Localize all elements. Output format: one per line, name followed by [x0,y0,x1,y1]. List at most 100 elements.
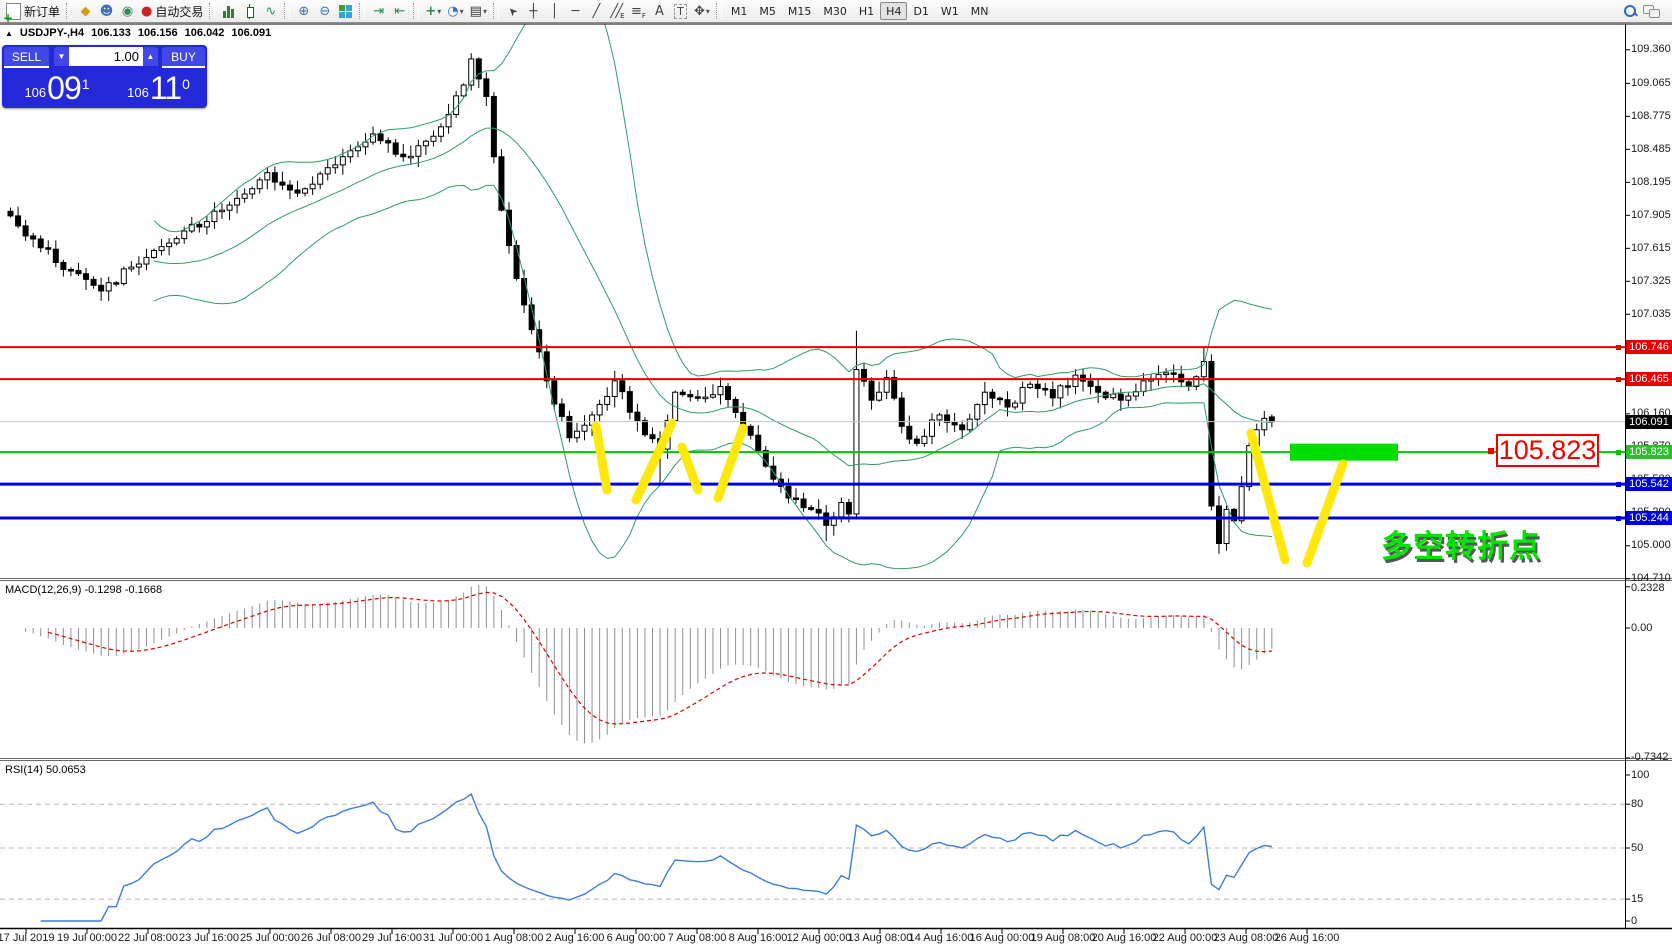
toolbar-grip [359,3,366,19]
horizontal-line-tool-button[interactable]: ─ [565,1,586,21]
indicators-button[interactable]: + ▾ [422,1,444,21]
auto-scroll-icon: ⇥ [373,3,385,19]
trendline-tool-button[interactable]: ╱ [586,1,607,21]
auto-scroll-button[interactable]: ⇥ [368,1,389,21]
volume-input[interactable] [69,47,143,66]
volume-increase-button[interactable]: ▲ [143,47,158,66]
bid-price-button[interactable]: 106 09 1 [4,68,110,106]
timeframe-m5-button[interactable]: M5 [753,2,782,20]
date-axis-label: 23 Aug 08:00 [1213,932,1279,944]
auto-trading-button[interactable]: ● 自动交易 [138,1,206,21]
zoom-in-button[interactable]: ⊕ [293,1,314,21]
price-axis-tick: 104.710 [1631,572,1671,585]
cursor-tool-button[interactable]: ➤ [502,1,523,21]
vertical-line-icon: │ [550,3,559,19]
fibonacci-sub-label: F [641,12,646,20]
template-icon: ▤ [469,3,482,19]
chart-shift-button[interactable]: ⇤ [389,1,410,21]
macd-axis-tick: 0.00 [1631,621,1653,634]
symbol-info-line: ▲ USDJPY-,H4 106.133 106.156 106.042 106… [5,27,271,39]
zoom-out-button[interactable]: ⊖ [314,1,335,21]
timeframe-h1-button[interactable]: H1 [853,2,880,20]
cursor-icon: ➤ [504,3,521,19]
date-axis-label: 7 Aug 08:00 [667,932,727,944]
timeframe-m15-button[interactable]: M15 [782,2,818,20]
bar-open-value: 106.133 [91,27,131,39]
date-axis-label: 22 Aug 00:00 [1152,932,1218,944]
trendline-icon: ╱ [592,3,601,19]
date-axis-label: 1 Aug 08:00 [484,932,544,944]
macd-axis-tick: -0.7342 [1631,751,1669,764]
ask-pip-digit: 0 [182,76,190,92]
bar-low-value: 106.042 [184,27,225,39]
date-axis-label: 19 Jul 00:00 [57,932,117,944]
sell-button[interactable]: SELL [4,47,49,68]
bid-pip-digit: 1 [81,76,90,92]
search-button[interactable] [1619,1,1640,21]
collapse-panel-icon[interactable]: ▲ [5,28,13,38]
buy-button[interactable]: BUY [162,47,205,68]
timeframe-m30-button[interactable]: M30 [817,2,853,20]
gold-arrow-icon: ◆ [80,3,91,19]
horizontal-line-icon: ─ [571,3,580,19]
macd-caption: MACD(12,26,9) -0.1298 -0.1668 [5,584,163,596]
new-order-button[interactable]: + 新订单 [3,1,63,24]
toolbar-grip [209,3,216,19]
ask-big-digits: 11 [149,70,182,106]
ask-price-button[interactable]: 106 11 0 [112,68,205,106]
rsi-axis-tick: 50 [1631,841,1644,854]
ask-prefix: 106 [127,85,149,100]
signals-button[interactable]: ◉ [117,1,138,21]
price-line-label: 105.823 [1626,445,1672,460]
periods-button[interactable]: ◔ ▾ [444,1,466,21]
timeframe-m1-button[interactable]: M1 [725,2,754,20]
price-callout-box[interactable]: 105.823 [1488,434,1599,467]
search-icon [1623,4,1638,18]
price-axis-tick: 109.065 [1631,76,1671,89]
channel-icon: ╱╱ [610,3,623,19]
toolbar-grip [66,3,73,19]
arrows-tool-button[interactable]: ✥ ▾ [691,1,713,21]
volume-decrease-button[interactable]: ▼ [54,47,69,66]
tile-windows-icon [339,4,353,18]
price-axis-tick: 107.325 [1631,274,1671,287]
text-label-tool-button[interactable]: T [670,1,691,21]
rsi-axis-tick: 0 [1631,914,1638,927]
date-axis-label: 22 Jul 08:00 [118,932,178,944]
chat-icon [1643,4,1660,18]
profile-button[interactable]: ☻ [96,1,117,21]
vertical-line-tool-button[interactable]: │ [544,1,565,21]
chat-button[interactable] [1640,1,1662,21]
price-line-label: 106.746 [1626,340,1672,355]
line-chart-button[interactable]: ∿ [260,1,281,21]
text-tool-button[interactable]: A [649,1,670,21]
chart-shift-icon: ⇤ [394,3,406,19]
chevron-down-icon: ▾ [437,6,442,16]
crosshair-tool-button[interactable]: ┼ [523,1,544,21]
tile-windows-button[interactable] [335,1,356,21]
templates-button[interactable]: ▤ ▾ [467,1,490,21]
candlestick-icon [244,3,255,19]
channel-tool-button[interactable]: ╱╱ E [607,1,628,21]
fibonacci-tool-button[interactable]: ≡ F [628,1,649,21]
date-axis-label: 26 Jul 08:00 [301,932,361,944]
bid-big-digits: 09 [47,70,82,106]
rsi-caption: RSI(14) 50.0653 [5,764,86,776]
bar-chart-button[interactable] [218,1,239,21]
symbol-name: USDJPY-,H4 [19,27,85,39]
date-axis-label: 23 Jul 16:00 [179,932,239,944]
timeframe-w1-button[interactable]: W1 [935,2,965,20]
toolbar-grip [492,3,499,19]
line-anchor-square [1616,376,1621,382]
price-axis-tick: 108.195 [1631,175,1671,188]
candlestick-button[interactable] [239,1,260,21]
depth-of-market-button[interactable]: ◆ [75,1,96,21]
timeframe-mn-button[interactable]: MN [965,2,995,20]
line-anchor-square [1616,481,1621,487]
timeframe-d1-button[interactable]: D1 [907,2,934,20]
date-axis-label: 6 Aug 00:00 [606,932,666,944]
timeframe-h4-button[interactable]: H4 [880,2,908,20]
date-axis-label: 17 Jul 2019 [0,932,55,944]
